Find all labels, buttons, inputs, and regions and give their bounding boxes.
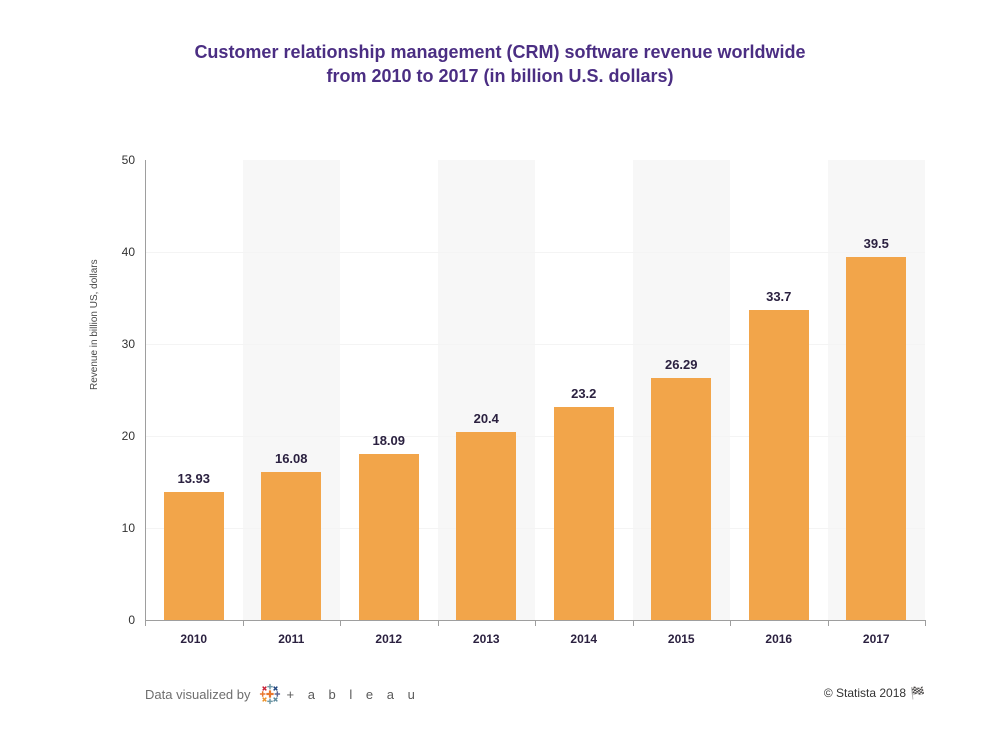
x-tick-label: 2017 [863,632,890,646]
y-tick-label: 40 [105,245,135,259]
bar [749,310,809,620]
tableau-logo: + a b l e a u [259,683,420,705]
bar-value-label: 23.2 [571,386,596,401]
chart-title: Customer relationship management (CRM) s… [0,40,1000,89]
bar-value-label: 16.08 [275,451,308,466]
x-tick-mark [828,620,829,626]
bar [456,432,516,620]
x-tick-label: 2012 [375,632,402,646]
x-tick-mark [925,620,926,626]
footer-right-text: © Statista 2018 [824,686,906,700]
x-tick-label: 2010 [180,632,207,646]
tableau-mark-icon [259,683,281,705]
x-tick-label: 2016 [765,632,792,646]
bar-value-label: 18.09 [372,433,405,448]
x-tick-label: 2014 [570,632,597,646]
x-tick-mark [730,620,731,626]
tableau-text: + a b l e a u [287,687,420,702]
y-tick-label: 30 [105,337,135,351]
x-tick-mark [340,620,341,626]
bar [359,454,419,620]
plot-area: 0102030405013.93201016.08201118.09201220… [145,160,925,620]
bar [846,257,906,620]
bar-value-label: 33.7 [766,289,791,304]
x-tick-mark [438,620,439,626]
flag-icon: 🏁 [910,686,925,700]
bar [651,378,711,620]
x-tick-mark [633,620,634,626]
chart-area: 0102030405013.93201016.08201118.09201220… [145,160,925,620]
x-tick-mark [243,620,244,626]
bar-value-label: 39.5 [864,236,889,251]
y-axis-label: Revenue in billion US, dollars [89,259,100,390]
footer-left: Data visualized by [145,683,420,705]
bar-value-label: 13.93 [177,471,210,486]
footer-right: © Statista 2018 🏁 [824,686,925,700]
bar-value-label: 20.4 [474,411,499,426]
y-tick-label: 0 [105,613,135,627]
gridline [145,252,925,253]
chart-title-line2: from 2010 to 2017 (in billion U.S. dolla… [0,64,1000,88]
x-tick-mark [535,620,536,626]
x-tick-mark [145,620,146,626]
y-tick-label: 20 [105,429,135,443]
bar [164,492,224,620]
chart-title-line1: Customer relationship management (CRM) s… [0,40,1000,64]
x-tick-label: 2013 [473,632,500,646]
y-tick-label: 10 [105,521,135,535]
bar-value-label: 26.29 [665,357,698,372]
bar [554,407,614,620]
x-tick-label: 2015 [668,632,695,646]
x-tick-label: 2011 [278,632,304,646]
footer-left-text: Data visualized by [145,687,251,702]
y-tick-label: 50 [105,153,135,167]
y-axis-line [145,160,146,620]
bar [261,472,321,620]
